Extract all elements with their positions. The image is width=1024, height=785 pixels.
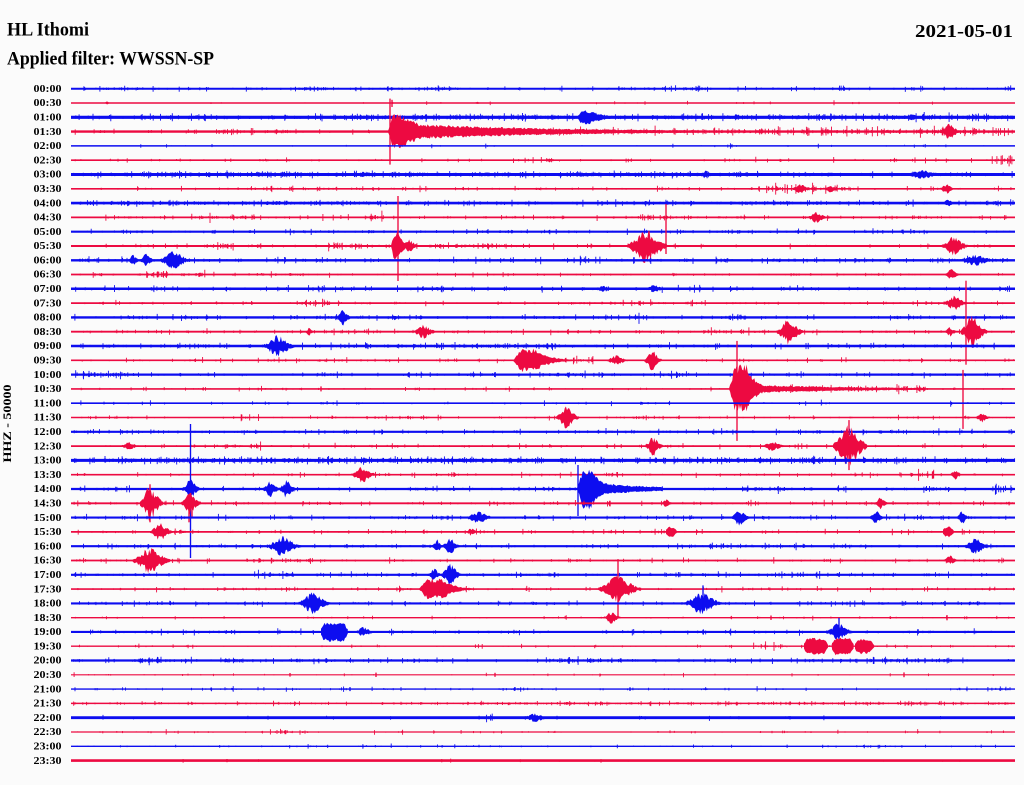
svg-text:17:00: 17:00 [34, 569, 63, 581]
svg-text:04:30: 04:30 [34, 212, 63, 224]
svg-text:12:30: 12:30 [34, 440, 63, 452]
svg-text:15:00: 15:00 [34, 512, 63, 524]
svg-text:13:30: 13:30 [34, 469, 63, 481]
svg-text:07:00: 07:00 [34, 283, 63, 295]
svg-text:18:30: 18:30 [34, 612, 63, 624]
svg-text:11:00: 11:00 [34, 397, 63, 409]
svg-text:20:30: 20:30 [34, 669, 63, 681]
svg-text:03:30: 03:30 [34, 183, 63, 195]
svg-text:05:00: 05:00 [34, 226, 63, 238]
svg-text:16:30: 16:30 [34, 555, 63, 567]
svg-text:08:00: 08:00 [34, 312, 63, 324]
svg-text:13:00: 13:00 [34, 455, 63, 467]
svg-text:20:00: 20:00 [34, 655, 63, 667]
svg-text:Applied filter: WWSSN-SP: Applied filter: WWSSN-SP [7, 50, 214, 70]
svg-text:21:00: 21:00 [34, 683, 63, 695]
svg-text:19:30: 19:30 [34, 640, 63, 652]
svg-text:2021-05-01: 2021-05-01 [915, 21, 1013, 41]
svg-text:00:00: 00:00 [34, 83, 63, 95]
svg-text:14:00: 14:00 [34, 483, 63, 495]
svg-text:01:30: 01:30 [34, 126, 63, 138]
svg-text:00:30: 00:30 [34, 97, 63, 109]
svg-text:08:30: 08:30 [34, 326, 63, 338]
svg-text:10:30: 10:30 [34, 383, 63, 395]
svg-text:09:30: 09:30 [34, 355, 63, 367]
svg-text:10:00: 10:00 [34, 369, 63, 381]
svg-text:22:00: 22:00 [34, 712, 63, 724]
svg-text:HL Ithomi: HL Ithomi [7, 20, 89, 41]
svg-text:09:00: 09:00 [34, 340, 63, 352]
svg-text:06:30: 06:30 [34, 269, 63, 281]
svg-text:06:00: 06:00 [34, 255, 63, 267]
svg-text:18:00: 18:00 [34, 598, 63, 610]
svg-text:01:00: 01:00 [34, 112, 63, 124]
svg-text:05:30: 05:30 [34, 240, 63, 252]
svg-text:02:30: 02:30 [34, 154, 63, 166]
svg-text:HHZ - 50000: HHZ - 50000 [2, 384, 14, 462]
svg-text:03:00: 03:00 [34, 169, 63, 181]
svg-text:12:00: 12:00 [34, 426, 63, 438]
svg-text:15:30: 15:30 [34, 526, 63, 538]
svg-text:04:00: 04:00 [34, 197, 63, 209]
svg-text:23:00: 23:00 [34, 741, 63, 753]
svg-text:22:30: 22:30 [34, 726, 63, 738]
svg-text:02:00: 02:00 [34, 140, 63, 152]
svg-text:16:00: 16:00 [34, 540, 63, 552]
svg-text:11:30: 11:30 [34, 412, 63, 424]
svg-text:23:30: 23:30 [34, 755, 63, 767]
svg-text:07:30: 07:30 [34, 297, 63, 309]
svg-text:19:00: 19:00 [34, 626, 63, 638]
svg-text:14:30: 14:30 [34, 498, 63, 510]
svg-text:21:30: 21:30 [34, 698, 63, 710]
svg-text:17:30: 17:30 [34, 583, 63, 595]
